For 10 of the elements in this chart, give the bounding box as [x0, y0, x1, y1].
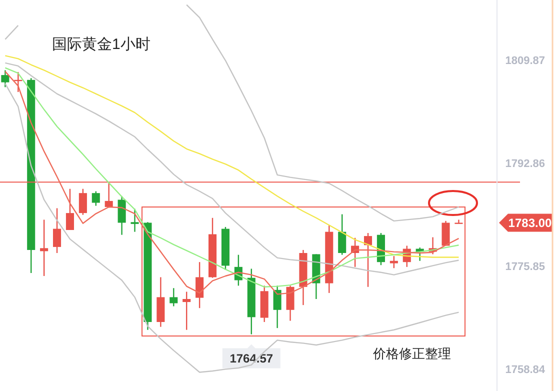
price-tag: 1783.00: [499, 214, 552, 232]
line-series: [4, 82, 460, 373]
low-label: 1764.57: [222, 344, 280, 368]
annotation: 1764.57: [230, 351, 274, 366]
y-tick-label: 1758.84: [505, 364, 546, 376]
text: 国际黄金1小时: [52, 36, 150, 53]
y-tick-label: 1775.85: [505, 261, 545, 274]
y-tick-label: 1792.86: [505, 158, 545, 170]
y-tick-label: 1809.87: [505, 55, 545, 68]
annotation: 价格修正整理: [372, 346, 451, 361]
